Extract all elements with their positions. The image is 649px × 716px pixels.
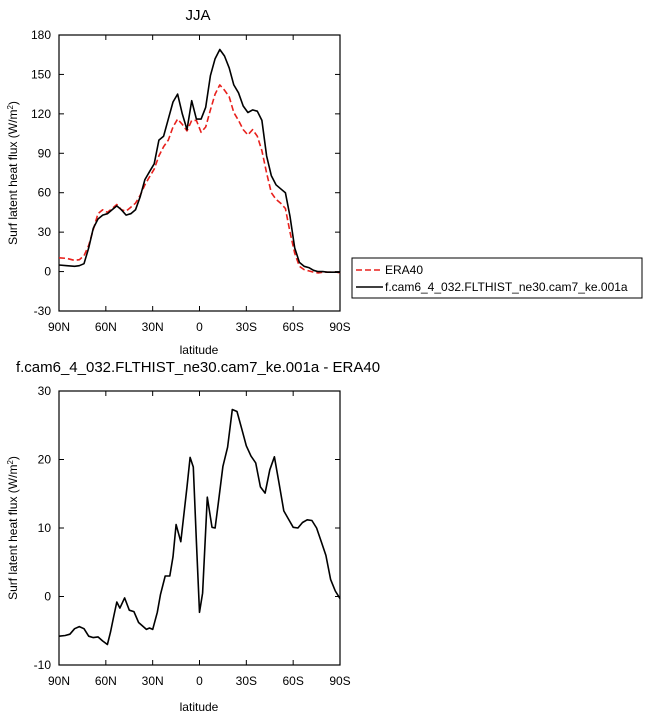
top-chart-series-line-era40 (58, 84, 341, 274)
top-chart-x-tick-label: 30N (142, 320, 164, 334)
bottom-chart-y-tick-label: 20 (38, 453, 52, 467)
bottom-chart-y-tick-label: 30 (38, 384, 52, 398)
bottom-chart-title: f.cam6_4_032.FLTHIST_ne30.cam7_ke.001a -… (16, 359, 380, 376)
legend-label-model: f.cam6_4_032.FLTHIST_ne30.cam7_ke.001a (385, 280, 628, 294)
bottom-chart-series-line-difference (58, 408, 341, 646)
legend-box (351, 257, 643, 299)
top-chart-y-tick-label: 60 (38, 186, 52, 200)
bottom-chart-y-tick-label: 0 (44, 590, 51, 604)
legend: ERA40 f.cam6_4_032.FLTHIST_ne30.cam7_ke.… (351, 257, 643, 299)
top-chart-y-tick-label: 150 (31, 67, 51, 81)
bottom-chart-x-tick-label: 30S (236, 674, 257, 688)
top-chart-y-axis-label: Surf latent heat flux (W/m2) (6, 101, 21, 245)
bottom-chart-x-tick-label: 60S (282, 674, 303, 688)
legend-label-era40: ERA40 (385, 263, 423, 277)
bottom-chart-x-tick-label: 60N (95, 674, 117, 688)
bottom-chart-x-tick-label: 90N (48, 674, 70, 688)
top-chart-title: JJA (185, 7, 210, 24)
bottom-chart-x-tick-label: 90S (329, 674, 350, 688)
top-chart-y-axis: -30 0 30 60 90 120 150 180 (31, 28, 340, 318)
bottom-chart-x-tick-label: 30N (142, 674, 164, 688)
top-chart-y-tick-label: -30 (34, 304, 52, 318)
bottom-chart-series-lines (58, 408, 341, 646)
top-chart-x-axis-label: latitude (180, 343, 219, 357)
top-chart-y-tick-label: 180 (31, 28, 51, 42)
top-chart-plot-frame (58, 34, 341, 312)
top-chart-x-tick-label: 90S (329, 320, 350, 334)
top-chart-x-axis: 90N 60N 30N 0 30S 60S 90S (48, 35, 351, 334)
top-chart-y-tick-label: 0 (44, 265, 51, 279)
bottom-chart-y-tick-label: 10 (38, 521, 52, 535)
top-chart-x-tick-label: 0 (196, 320, 203, 334)
top-chart-y-tick-label: 120 (31, 107, 51, 121)
top-chart-x-tick-label: 60S (282, 320, 303, 334)
top-chart-x-tick-label: 30S (236, 320, 257, 334)
top-chart: JJA -30 0 30 60 90 120 150 180 90N 60N 30N 0 30S 60S… (6, 7, 351, 357)
bottom-chart-y-axis: -10 0 10 20 30 (34, 384, 340, 672)
top-chart-y-tick-label: 90 (38, 146, 52, 160)
bottom-chart: f.cam6_4_032.FLTHIST_ne30.cam7_ke.001a -… (6, 359, 381, 714)
top-chart-series-line-model (58, 48, 340, 274)
top-chart-x-tick-label: 60N (95, 320, 117, 334)
bottom-chart-y-axis-label: Surf latent heat flux (W/m2) (6, 456, 21, 600)
top-chart-x-tick-label: 90N (48, 320, 70, 334)
top-chart-series-lines (58, 48, 341, 274)
bottom-chart-x-axis: 90N 60N 30N 0 30S 60S 90S (48, 391, 351, 688)
bottom-chart-x-tick-label: 0 (196, 674, 203, 688)
bottom-chart-x-axis-label: latitude (180, 700, 219, 714)
top-chart-y-tick-label: 30 (38, 225, 52, 239)
bottom-chart-y-tick-label: -10 (34, 658, 52, 672)
